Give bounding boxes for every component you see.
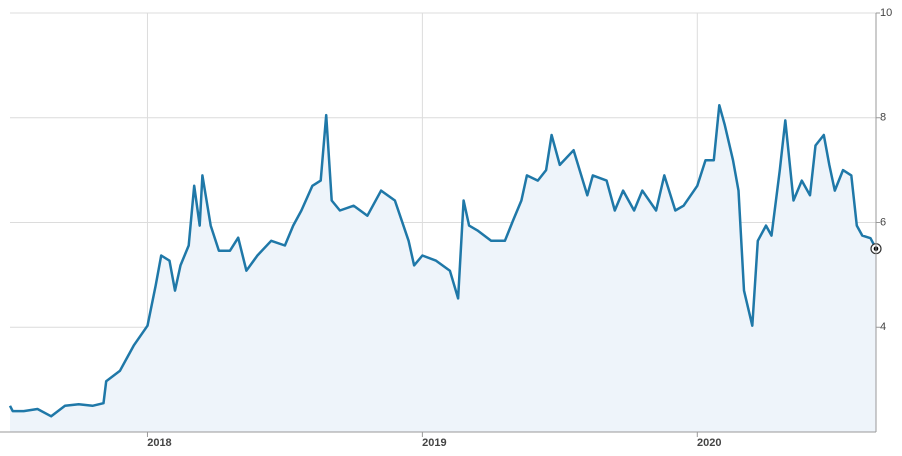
y-tick-label: 4 [880,321,886,333]
x-tick-label: 2020 [697,437,721,449]
area [10,105,876,432]
line [8,103,878,418]
y-tick-label: 8 [880,112,886,124]
y-tick-label: 10 [880,7,892,19]
y-tick-label: 6 [880,216,886,228]
x-tick-label: 2018 [147,437,171,449]
x-tick-label: 2019 [422,437,446,449]
